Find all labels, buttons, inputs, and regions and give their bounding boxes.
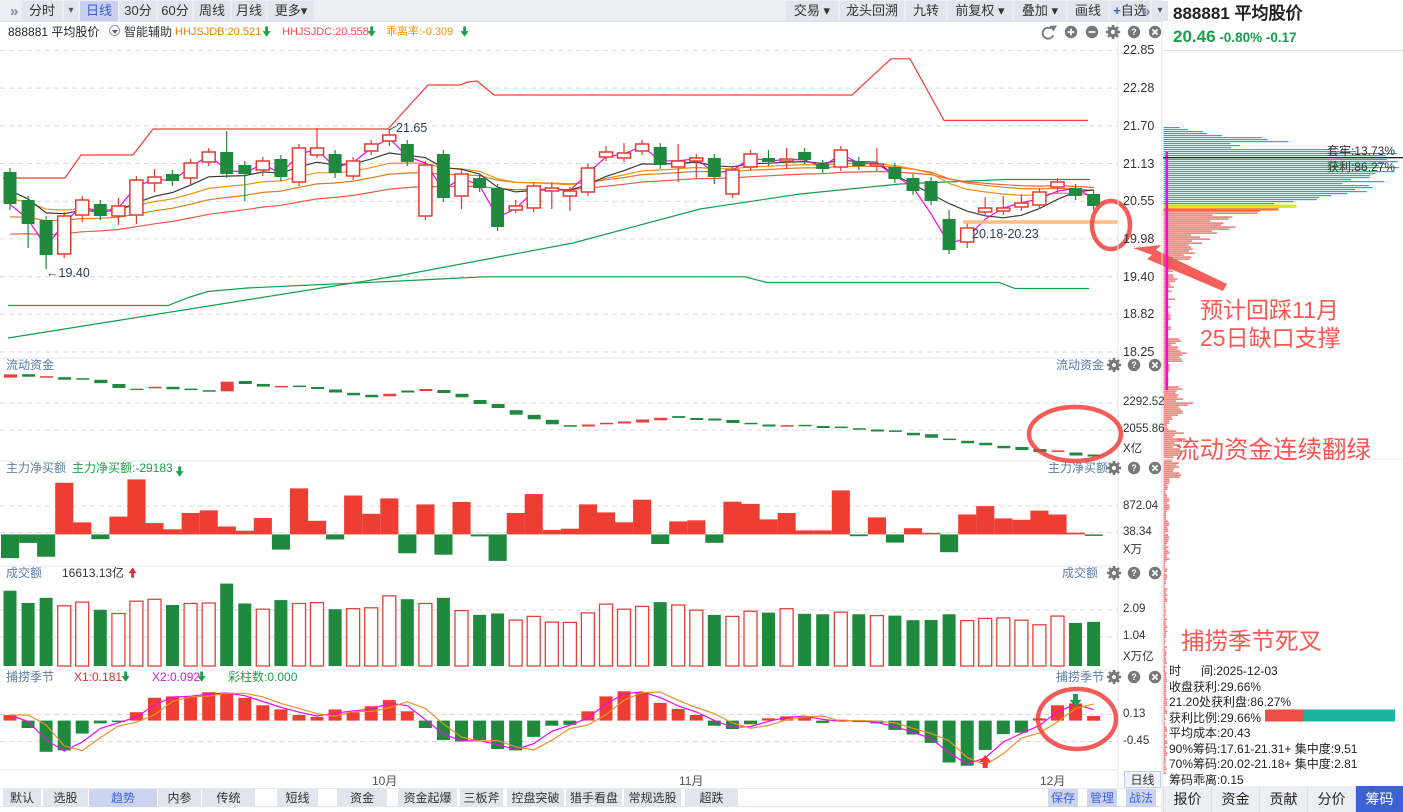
svg-text:?: ? xyxy=(1131,463,1137,473)
svg-text:?: ? xyxy=(1131,27,1137,37)
svg-text:?: ? xyxy=(1131,672,1137,682)
svg-text:?: ? xyxy=(1131,568,1137,578)
svg-text:?: ? xyxy=(1131,360,1137,370)
